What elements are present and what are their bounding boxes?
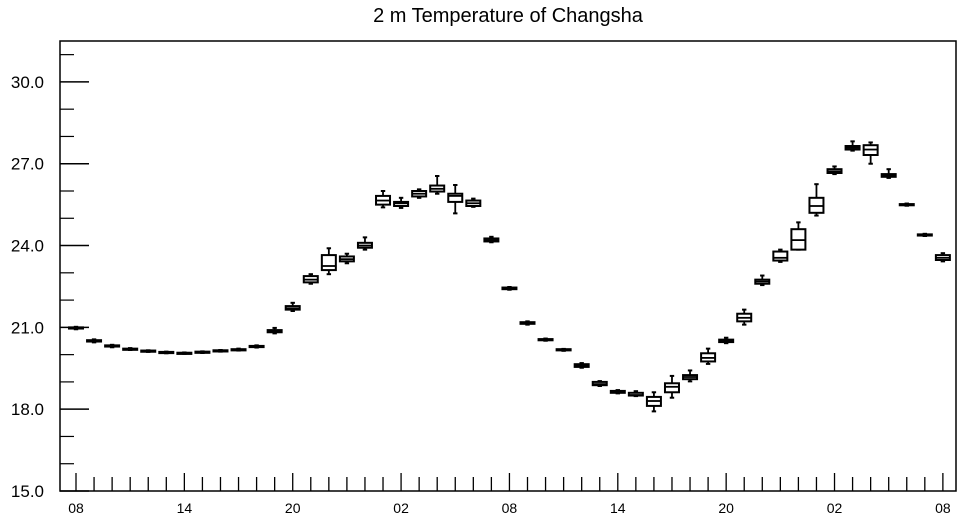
x-tick-label: 20 <box>285 500 301 516</box>
box-11 <box>266 326 283 335</box>
plot-frame <box>59 40 957 492</box>
box-iqr <box>447 192 464 203</box>
y-tick-label: 24.0 <box>11 237 44 256</box>
y-tick-label: 27.0 <box>11 155 44 174</box>
box-12 <box>284 301 301 312</box>
box-38 <box>754 274 771 287</box>
y-tick-label: 18.0 <box>11 400 44 419</box>
x-tick-label: 08 <box>935 500 951 516</box>
box-iqr <box>320 254 337 272</box>
box-20 <box>429 175 446 195</box>
x-tick-label: 02 <box>827 500 843 516</box>
x-tick-label: 20 <box>718 500 734 516</box>
box-6 <box>176 351 193 355</box>
box-9 <box>230 347 247 352</box>
chart-title: 2 m Temperature of Changsha <box>373 5 644 27</box>
box-17 <box>375 190 392 209</box>
box-40 <box>790 221 807 251</box>
x-tick-label: 14 <box>177 500 193 516</box>
box-2 <box>104 343 121 349</box>
box-7 <box>194 350 211 354</box>
box-10 <box>248 344 265 349</box>
box-19 <box>411 188 428 199</box>
box-0 <box>68 325 84 331</box>
box-27 <box>555 347 572 352</box>
box-36 <box>718 336 735 345</box>
x-tick-label: 14 <box>610 500 626 516</box>
box-45 <box>880 168 897 179</box>
x-tick-label: 08 <box>502 500 518 516</box>
box-32 <box>645 391 662 413</box>
y-tick-label: 21.0 <box>11 318 44 337</box>
box-47 <box>916 232 933 237</box>
box-8 <box>212 349 229 353</box>
box-13 <box>302 273 319 285</box>
box-22 <box>465 197 482 208</box>
box-series <box>68 140 951 413</box>
box-48 <box>934 252 951 263</box>
y-tick-label: 15.0 <box>11 482 44 501</box>
box-39 <box>772 248 789 263</box>
box-14 <box>320 247 337 276</box>
box-3 <box>122 347 139 351</box>
box-1 <box>86 338 103 344</box>
box-44 <box>862 141 879 165</box>
box-15 <box>338 252 355 265</box>
box-30 <box>609 389 626 395</box>
box-24 <box>501 286 518 291</box>
x-tick-label: 02 <box>393 500 409 516</box>
y-tick-label: 30.0 <box>11 73 44 92</box>
box-iqr <box>772 250 789 262</box>
x-tick-label: 08 <box>68 500 84 516</box>
box-4 <box>140 349 157 353</box>
box-29 <box>591 380 608 387</box>
box-25 <box>519 320 536 326</box>
box-46 <box>898 202 915 207</box>
box-41 <box>808 183 825 217</box>
box-18 <box>393 196 410 209</box>
box-42 <box>826 165 843 176</box>
box-iqr <box>663 382 680 394</box>
box-21 <box>447 184 464 215</box>
box-31 <box>627 390 644 398</box>
box-34 <box>682 369 699 383</box>
box-16 <box>356 236 373 251</box>
box-43 <box>844 140 861 152</box>
axis-ticks: 15.0 18.0 21.0 24.0 27.0 30.0 08 14 20 02 08 14 20 02… <box>11 54 951 516</box>
box-33 <box>663 374 680 399</box>
box-5 <box>158 350 175 355</box>
box-28 <box>573 362 590 369</box>
box-26 <box>537 337 554 342</box>
box-37 <box>736 308 753 326</box>
box-35 <box>700 347 717 365</box>
box-23 <box>483 235 500 244</box>
